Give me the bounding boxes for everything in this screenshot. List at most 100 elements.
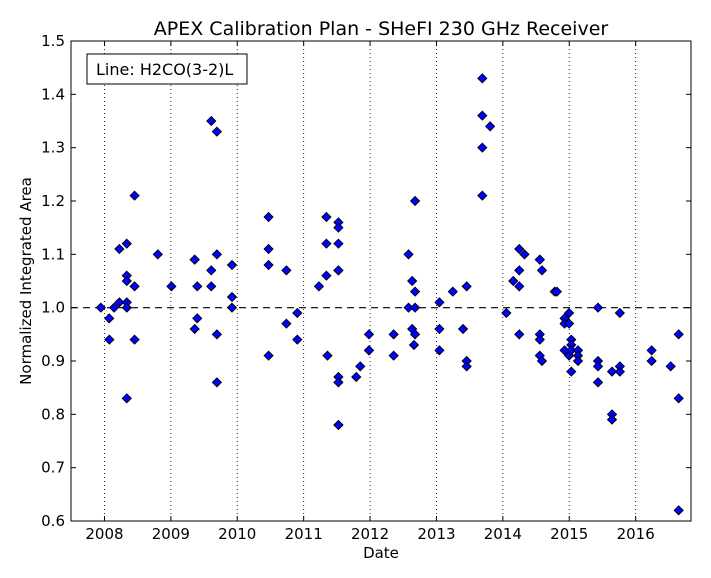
- x-tick-label-2014: 2014: [484, 525, 522, 543]
- data-point: [461, 281, 472, 292]
- data-point: [333, 377, 344, 388]
- data-point: [333, 222, 344, 233]
- data-point: [646, 345, 657, 356]
- data-point: [351, 371, 362, 383]
- data-point: [566, 345, 577, 356]
- data-point: [189, 323, 200, 335]
- data-point: [614, 366, 625, 377]
- y-tick-label-1.2: 1.2: [41, 192, 65, 210]
- data-point: [514, 243, 525, 255]
- data-point: [592, 302, 604, 313]
- y-tick-label-1.3: 1.3: [41, 139, 65, 157]
- chart-title: APEX Calibration Plan - SHeFI 230 GHz Re…: [154, 18, 609, 40]
- data-point: [121, 393, 132, 404]
- data-point: [104, 334, 115, 345]
- data-point: [606, 414, 618, 425]
- x-tick-label-2008: 2008: [85, 525, 123, 543]
- legend-text: Line: H2CO(3-2)L: [96, 60, 233, 79]
- data-point: [388, 329, 399, 340]
- data-point: [121, 302, 132, 313]
- data-point: [536, 265, 548, 276]
- y-tick-label-1.5: 1.5: [41, 32, 65, 50]
- x-tick-label-2013: 2013: [417, 525, 455, 543]
- data-point: [673, 393, 684, 404]
- data-point: [461, 361, 472, 372]
- data-point: [281, 318, 292, 329]
- data-point: [263, 243, 274, 255]
- x-tick-label-2015: 2015: [550, 525, 588, 543]
- data-point: [477, 190, 488, 201]
- data-point: [129, 334, 140, 345]
- data-point: [211, 249, 223, 260]
- data-point: [121, 238, 132, 249]
- data-point: [192, 281, 203, 292]
- data-point: [121, 275, 132, 287]
- data-point: [108, 302, 120, 313]
- legend-box: [86, 53, 248, 85]
- data-point: [534, 334, 545, 345]
- data-point: [321, 238, 332, 249]
- y-tick-label-1.4: 1.4: [41, 85, 65, 103]
- data-point: [572, 355, 584, 367]
- data-point: [508, 275, 519, 287]
- data-point: [514, 281, 525, 292]
- y-tick-label-0.8: 0.8: [41, 405, 65, 423]
- data-point: [152, 249, 163, 260]
- y-tick-label-0.6: 0.6: [41, 512, 65, 530]
- data-point: [408, 339, 420, 351]
- data-point: [566, 366, 577, 377]
- y-axis-label: Normalized Integrated Area: [17, 177, 35, 385]
- data-point: [166, 281, 177, 292]
- legend: Line: H2CO(3-2)L: [86, 53, 248, 85]
- data-point: [388, 350, 399, 361]
- data-point: [501, 307, 512, 319]
- data-point: [333, 419, 344, 431]
- data-point: [211, 329, 223, 340]
- data-point: [281, 265, 292, 276]
- data-point: [457, 323, 469, 335]
- data-point: [592, 361, 604, 372]
- data-point: [206, 115, 217, 127]
- data-point: [614, 307, 625, 319]
- data-point: [514, 329, 525, 340]
- data-point: [363, 329, 375, 340]
- data-point: [211, 126, 223, 137]
- data-point: [409, 286, 421, 297]
- data-point: [559, 345, 570, 356]
- data-point: [292, 334, 303, 345]
- data-point: [114, 243, 125, 255]
- y-tick-label-0.9: 0.9: [41, 352, 65, 370]
- data-point: [646, 355, 657, 367]
- data-point: [409, 329, 421, 340]
- data-point: [673, 329, 684, 340]
- data-point: [363, 345, 375, 356]
- data-point: [226, 302, 238, 313]
- data-point: [606, 366, 618, 377]
- data-point: [434, 297, 445, 308]
- y-tick-label-1.1: 1.1: [41, 245, 65, 263]
- data-point: [129, 281, 140, 292]
- x-tick-label-2010: 2010: [218, 525, 256, 543]
- data-point: [514, 265, 525, 276]
- data-point: [104, 313, 115, 324]
- data-point: [292, 307, 303, 319]
- data-point: [592, 377, 604, 388]
- data-point: [536, 355, 548, 367]
- data-point: [434, 323, 445, 335]
- data-point: [563, 318, 575, 329]
- data-point: [95, 302, 106, 313]
- data-point: [409, 302, 421, 313]
- data-point: [226, 259, 238, 271]
- data-point: [477, 110, 488, 121]
- axis-ticks: 2008 2009 2010 2011 2012 2013 2014 2015 2016 0.6 0…: [41, 32, 691, 543]
- data-point: [407, 275, 418, 287]
- data-point: [189, 254, 200, 265]
- data-point: [129, 190, 140, 201]
- data-point: [321, 211, 332, 223]
- data-point: [322, 350, 333, 361]
- data-point: [313, 281, 325, 292]
- data-point: [519, 249, 530, 260]
- data-point: [477, 73, 488, 84]
- data-point: [409, 195, 421, 207]
